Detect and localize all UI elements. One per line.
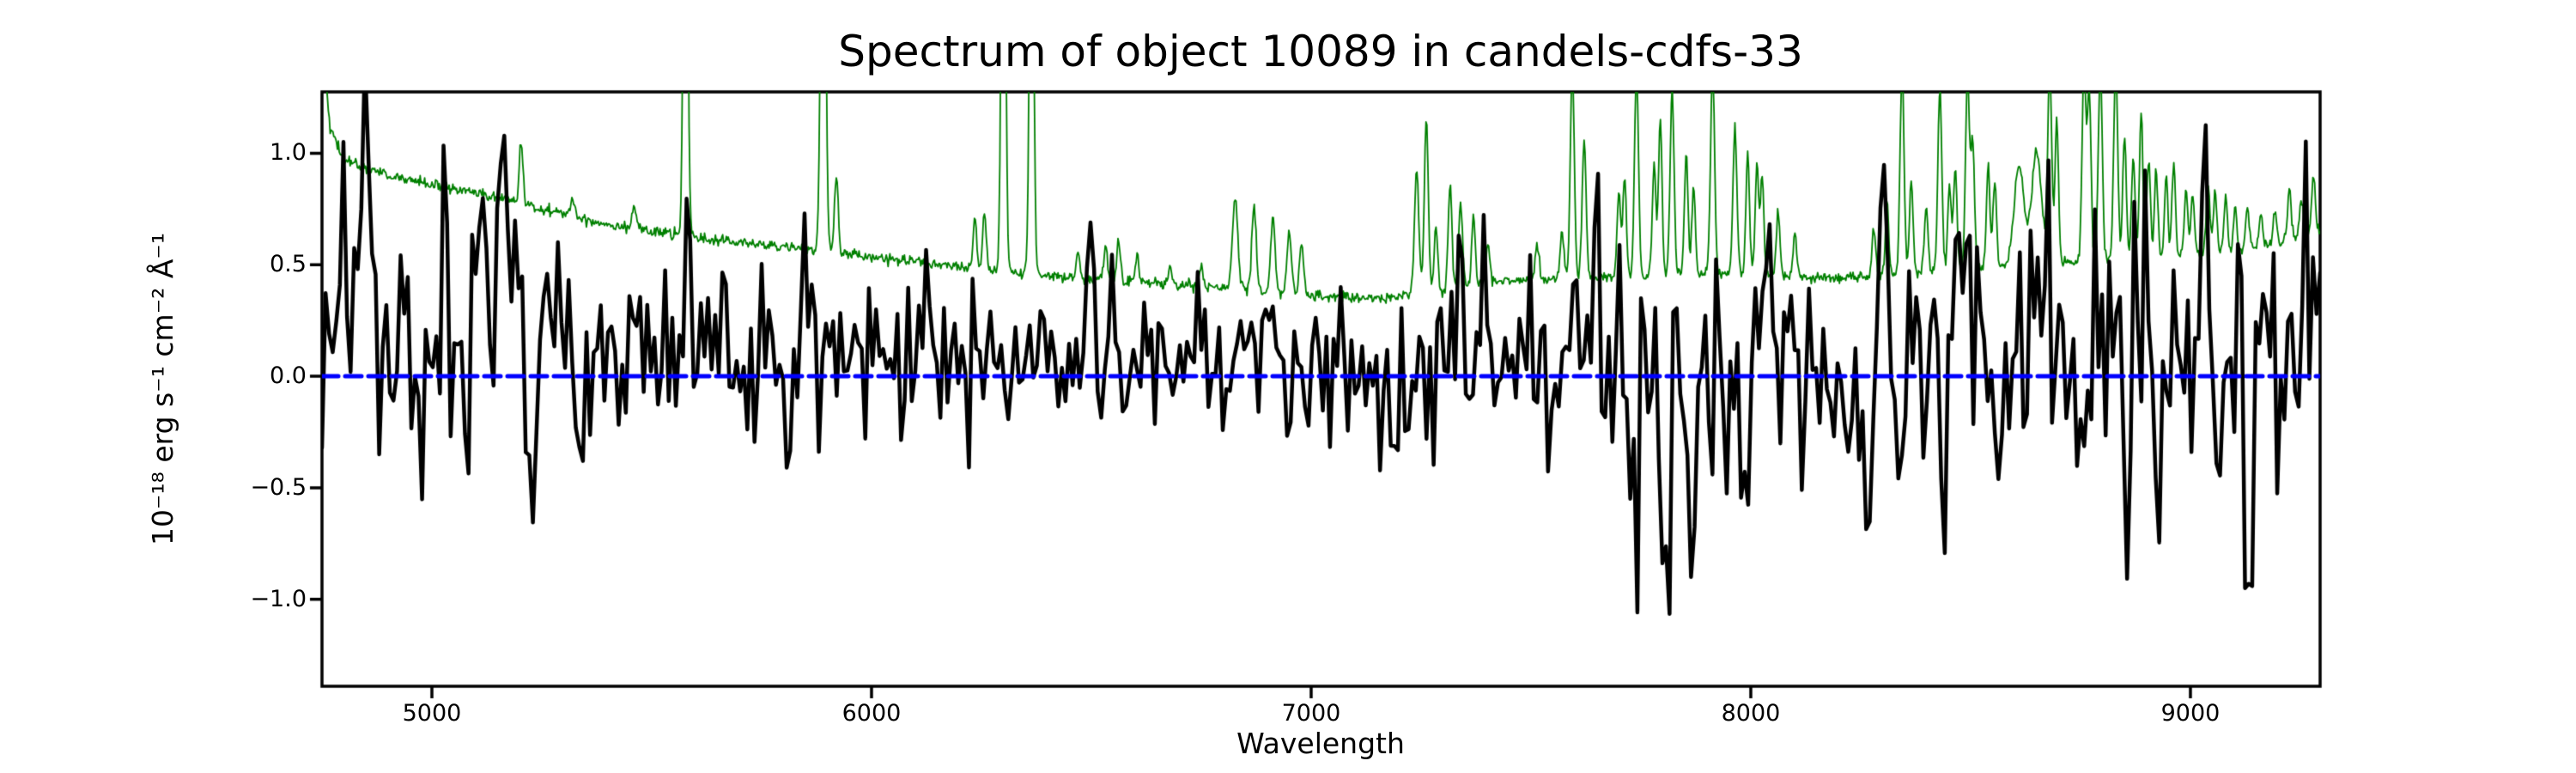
x-tick-label-9000: 9000 — [2160, 700, 2221, 727]
x-tick-label-7000: 7000 — [1281, 700, 1341, 727]
x-tick-label-8000: 8000 — [1721, 700, 1781, 727]
y-tick-label-1.0: 1.0 — [270, 139, 307, 167]
plot-title: Spectrum of object 10089 in candels-cdfs… — [838, 27, 1803, 76]
y-tick-label-0.5: 0.5 — [270, 251, 307, 278]
y-tick-label-−1.0: −1.0 — [250, 585, 307, 612]
x-axis-label: Wavelength — [1236, 727, 1405, 760]
y-tick-label-−0.5: −0.5 — [250, 473, 307, 501]
x-tick-label-6000: 6000 — [841, 700, 902, 727]
x-tick-label-5000: 5000 — [402, 700, 462, 727]
y-tick-label-0.0: 0.0 — [270, 362, 307, 390]
